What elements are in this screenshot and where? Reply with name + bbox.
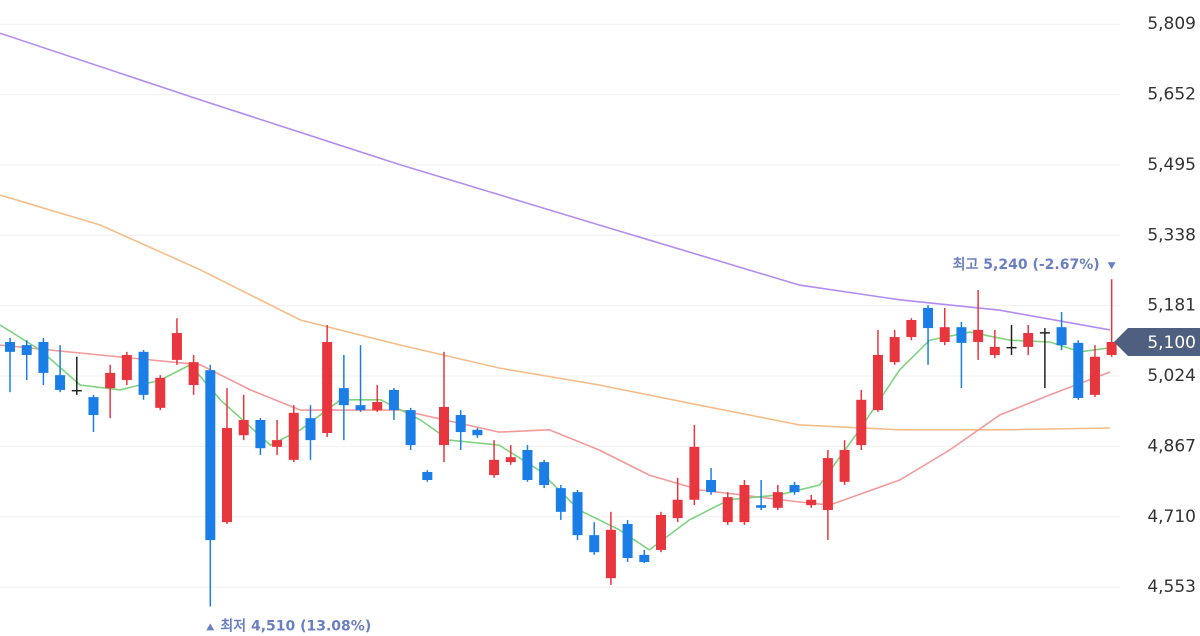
candle-body <box>956 327 967 343</box>
y-tick-label: 5,338 <box>1147 225 1196 245</box>
candle-body <box>622 523 633 559</box>
current-price-label: 5,100 <box>1147 333 1196 353</box>
candle-body <box>889 337 900 363</box>
candle-body <box>539 462 550 485</box>
current-price-tag <box>1114 327 1200 356</box>
candle-body <box>555 488 566 512</box>
candle-body <box>388 389 399 411</box>
candle-body <box>338 388 349 406</box>
y-tick-label: 5,495 <box>1147 155 1196 175</box>
candle-body <box>222 428 233 523</box>
candle-body <box>789 484 800 493</box>
candle-body <box>923 307 934 329</box>
candle-body <box>973 329 984 342</box>
candle-body <box>1106 341 1117 355</box>
candle-body <box>989 346 1000 355</box>
candle-body <box>722 497 733 523</box>
candle-body <box>1073 342 1084 399</box>
candle-body <box>1023 333 1034 347</box>
candle-body <box>739 484 750 523</box>
candle-body <box>438 406 449 446</box>
candle-body <box>1089 356 1100 395</box>
candle-body <box>689 446 700 500</box>
candle-body <box>322 341 333 433</box>
low-annotation: 최저 4,510 (13.08%) <box>220 618 371 634</box>
candle-body <box>55 375 66 390</box>
moving-average-line <box>0 344 1111 506</box>
candle-body <box>255 419 266 449</box>
candle-body <box>1006 346 1017 349</box>
candle-body <box>88 397 99 416</box>
candle-body <box>121 354 132 381</box>
candle-body <box>188 362 199 386</box>
candle-body <box>706 480 717 493</box>
candle-body <box>655 514 666 550</box>
candle-body <box>71 389 82 392</box>
candle-body <box>772 492 783 508</box>
candle-body <box>856 399 867 446</box>
candle-body <box>472 429 483 436</box>
candle-body <box>405 410 416 446</box>
candle-body <box>939 327 950 342</box>
candle-body <box>639 554 650 563</box>
candle-body <box>38 341 49 373</box>
candle-body <box>305 418 316 441</box>
candle-body <box>822 458 833 511</box>
high-marker <box>1107 262 1116 270</box>
moving-average-line <box>0 32 1111 331</box>
candle-body <box>288 412 299 460</box>
candle-body <box>272 440 283 447</box>
candle-body <box>522 449 533 481</box>
candle-body <box>1039 332 1050 334</box>
candle-body <box>605 529 616 579</box>
candle-body <box>105 372 116 389</box>
candle-body <box>872 354 883 411</box>
moving-average-line <box>0 194 1111 431</box>
candle-body <box>155 377 166 408</box>
y-tick-label: 5,809 <box>1147 14 1196 34</box>
candle-body <box>238 419 249 436</box>
high-annotation: 최고 5,240 (-2.67%) <box>953 257 1100 273</box>
y-tick-label: 5,652 <box>1147 85 1196 105</box>
candle-body <box>906 320 917 338</box>
low-marker <box>206 623 215 631</box>
candle-body <box>589 535 600 553</box>
candle-body <box>372 402 383 411</box>
candle-body <box>171 333 182 360</box>
y-tick-label: 5,024 <box>1147 366 1196 386</box>
y-tick-label: 5,181 <box>1147 296 1196 316</box>
candle-body <box>5 341 16 352</box>
candle-body <box>355 405 366 411</box>
candle-body <box>756 505 767 508</box>
candle-body <box>839 449 850 482</box>
moving-average-line <box>0 324 1111 551</box>
y-tick-label: 4,710 <box>1147 507 1196 527</box>
y-tick-label: 4,553 <box>1147 577 1196 597</box>
candle-body <box>572 492 583 536</box>
candle-body <box>489 459 500 476</box>
candle-body <box>138 351 149 395</box>
candle-body <box>422 471 433 481</box>
candle-body <box>672 499 683 519</box>
candle-body <box>1056 327 1067 346</box>
y-tick-label: 4,867 <box>1147 436 1196 456</box>
candle-body <box>505 457 516 463</box>
candle-body <box>205 370 216 541</box>
candle-body <box>21 345 32 355</box>
candle-body <box>455 415 466 433</box>
candle-body <box>806 499 817 506</box>
